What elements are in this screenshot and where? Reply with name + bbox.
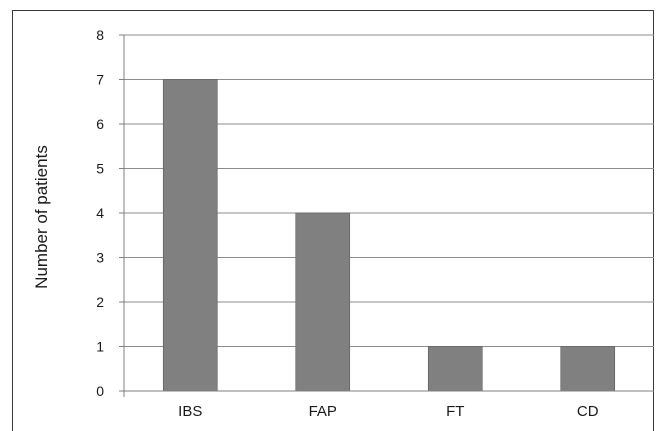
y-tick-label: 2	[96, 294, 104, 310]
y-tick-label: 8	[96, 27, 104, 43]
bar-ibs	[162, 79, 218, 392]
y-tick-label: 4	[96, 205, 104, 221]
x-tick-label: CD	[577, 403, 599, 420]
bars	[162, 79, 616, 392]
x-tick-label: IBS	[178, 403, 202, 420]
y-tick-label: 6	[96, 116, 104, 132]
bar-cd	[560, 346, 616, 392]
y-tick-label: 3	[96, 250, 104, 266]
y-tick-labels: 0 1 2 3 4 5 6 7 8	[96, 27, 124, 399]
y-tick-label: 5	[96, 161, 104, 177]
axes	[123, 35, 654, 397]
x-tick-labels: IBS FAP FT CD	[178, 403, 599, 420]
y-tick-label: 1	[96, 339, 104, 355]
y-tick-label: 7	[96, 72, 104, 88]
y-axis-title: Number of patients	[32, 145, 51, 289]
bar-ft	[427, 346, 483, 392]
x-tick-label: FAP	[309, 403, 337, 420]
bar-fap	[295, 212, 351, 392]
x-tick-label: FT	[446, 403, 464, 420]
y-tick-label: 0	[96, 383, 104, 399]
